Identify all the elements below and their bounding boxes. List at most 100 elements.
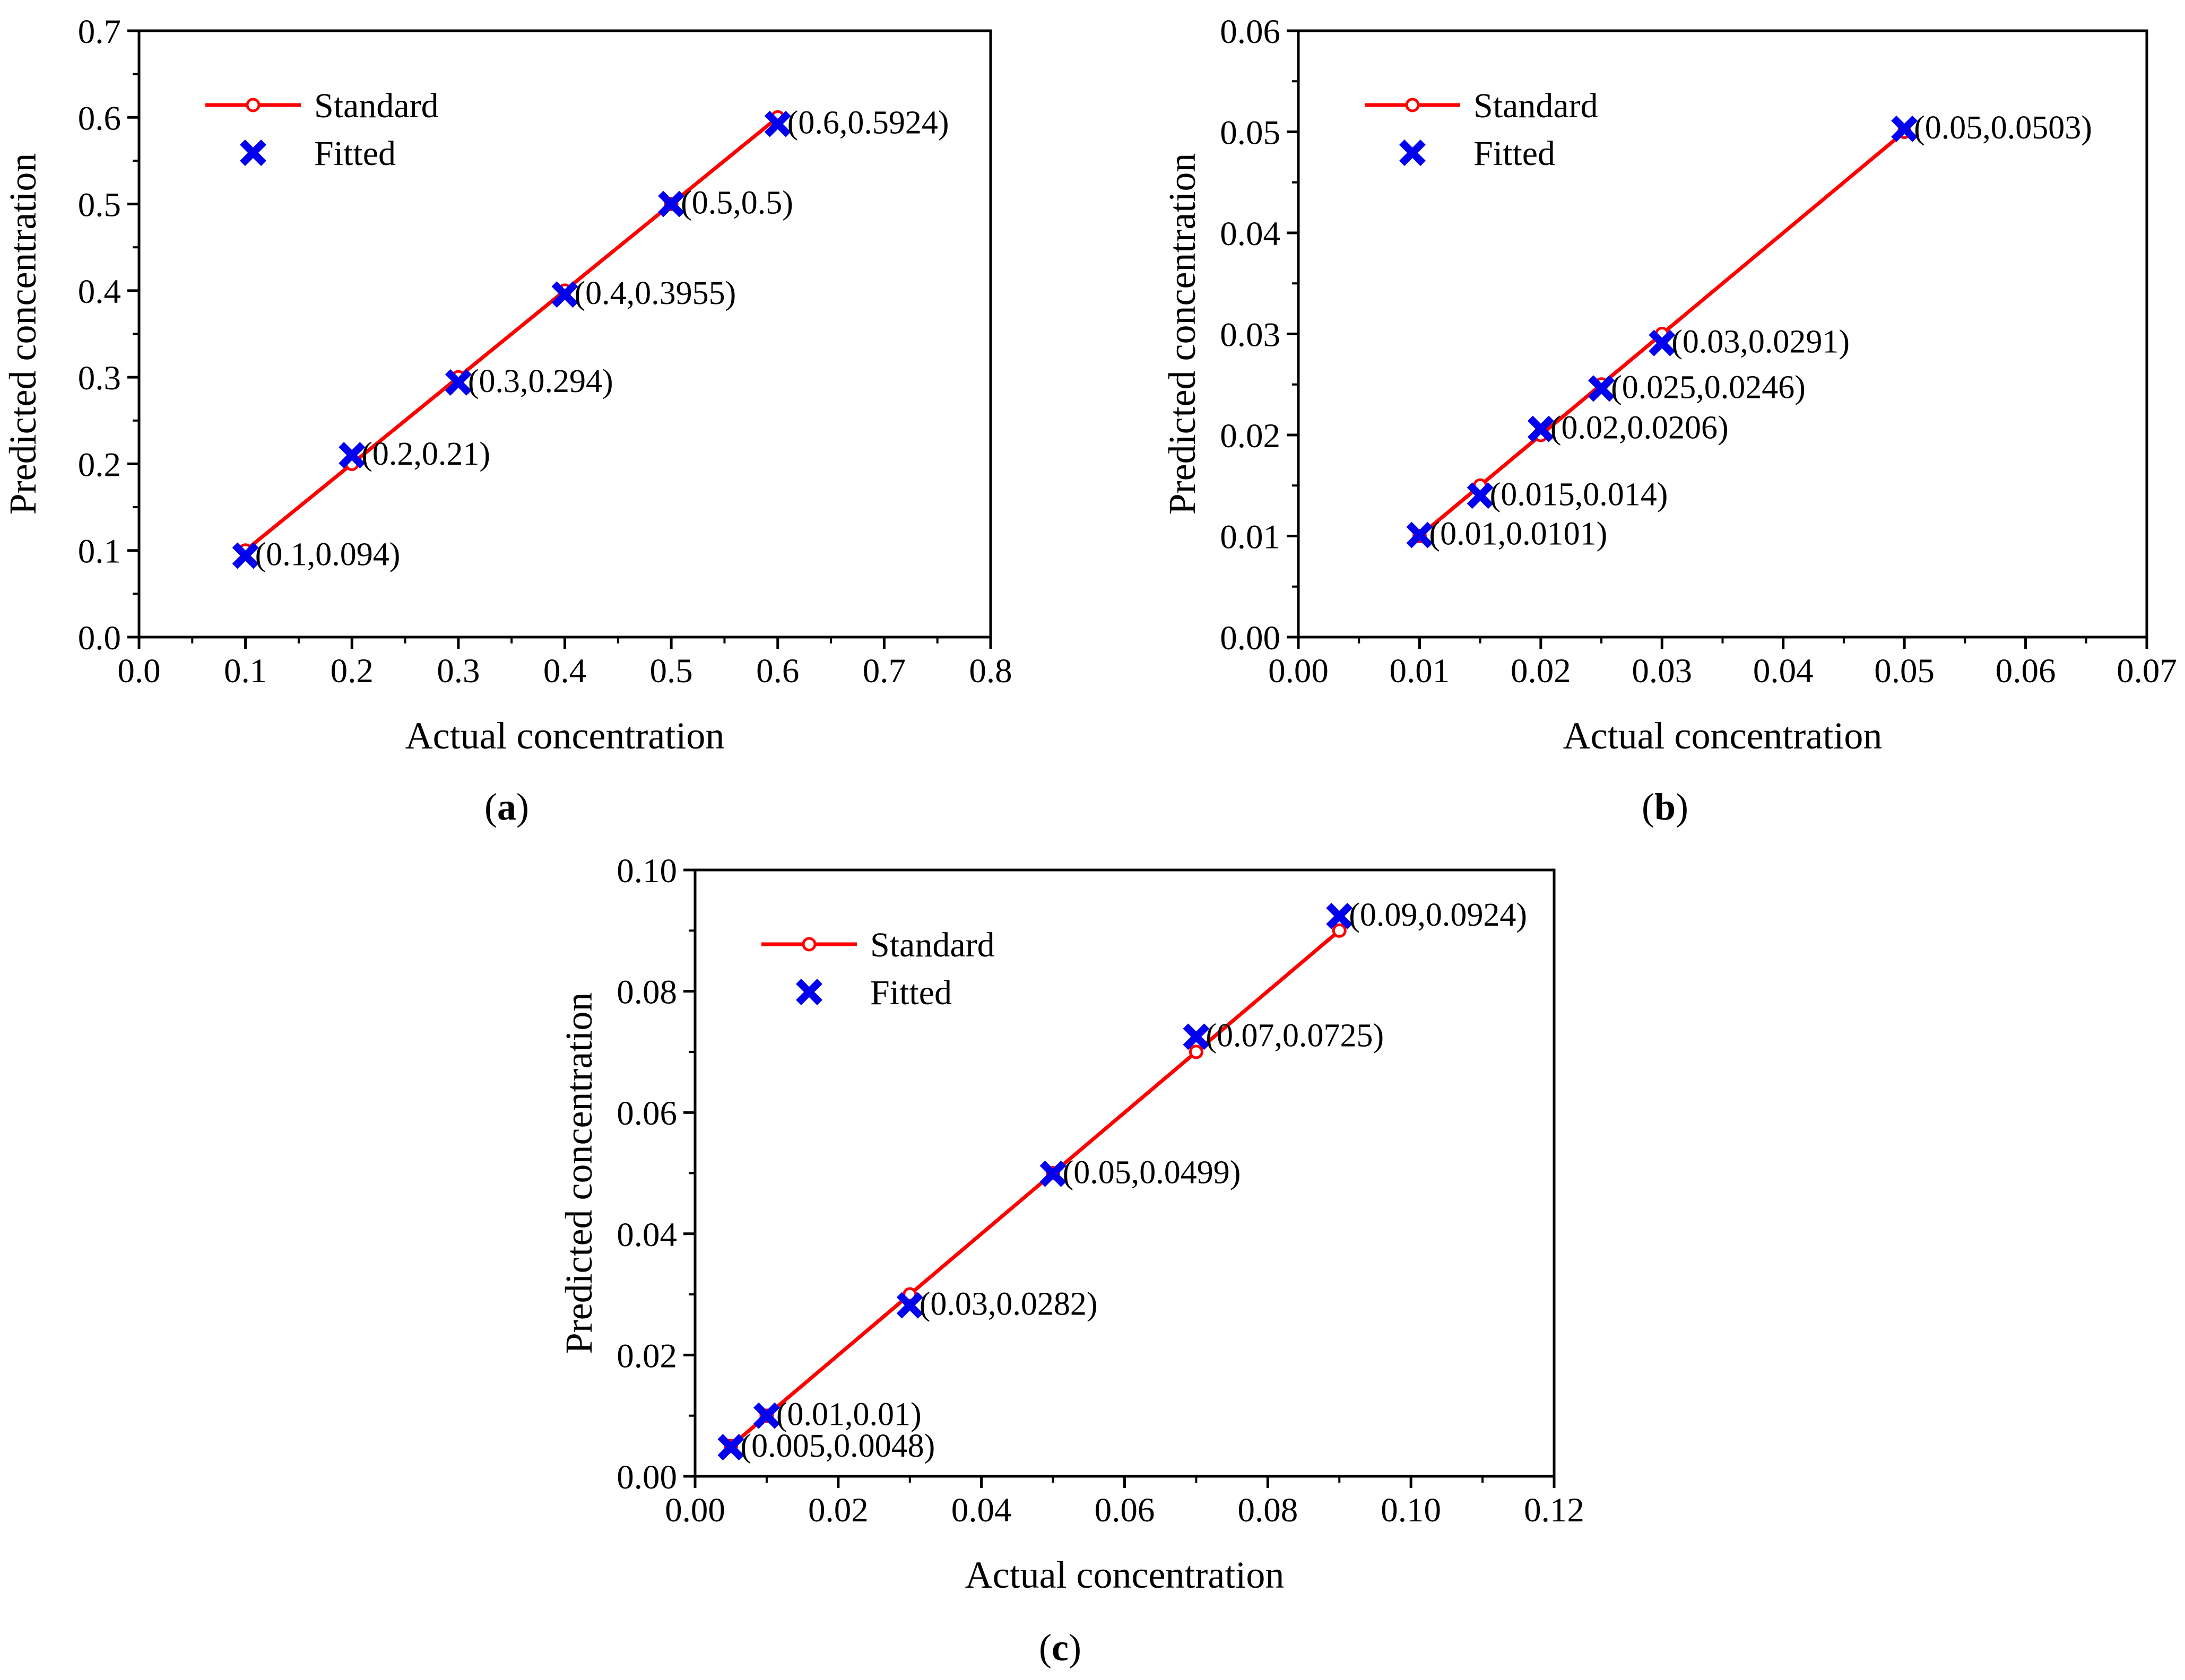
legend-standard-label: Standard	[314, 86, 439, 125]
y-tick-label: 0.1	[78, 533, 121, 571]
standard-point	[1189, 1044, 1203, 1059]
x-tick-label: 0.12	[1524, 1491, 1584, 1529]
legend: Standard Fitted	[761, 926, 995, 1012]
point-annotation: (0.4,0.3955)	[575, 275, 736, 311]
x-tick-label: 0.02	[808, 1491, 869, 1529]
point-annotation: (0.025,0.0246)	[1611, 369, 1806, 405]
chart-panel-a: 0.0 0.1 0.2 0.3 0.4 0.5 0.6 0.7 0.8 0.0 0.1 0.2 0.3 0…	[2, 13, 1012, 828]
fitted-point	[764, 110, 791, 137]
x-tick-label: 0.0	[117, 652, 160, 690]
legend-fitted-label: Fitted	[870, 973, 952, 1012]
legend-standard-marker	[1405, 98, 1420, 112]
fitted-point	[445, 369, 472, 396]
x-tick-label: 0.2	[331, 652, 374, 690]
y-axis-title: Predicted concentration	[2, 153, 44, 515]
x-tick-label: 0.07	[2117, 652, 2177, 690]
fitted-point	[1183, 1023, 1210, 1050]
point-annotation: (0.2,0.21)	[361, 436, 490, 472]
point-annotation: (0.01,0.0101)	[1429, 516, 1607, 552]
y-tick-label: 0.5	[78, 186, 121, 224]
fitted-point	[1588, 375, 1615, 402]
point-annotation: (0.1,0.094)	[255, 537, 401, 573]
y-tick-label: 0.2	[78, 446, 121, 484]
y-tick-label: 0.05	[1220, 114, 1280, 152]
y-tick-label: 0.4	[78, 273, 121, 311]
fitted-point	[658, 190, 685, 217]
y-tick-label: 0.06	[617, 1094, 677, 1133]
point-annotation: (0.6,0.5924)	[787, 105, 949, 141]
chart-panel-b: 0.00 0.01 0.02 0.03 0.04 0.05 0.06 0.07 0.00 0.01…	[1161, 13, 2177, 828]
y-tick-label: 0.03	[1220, 316, 1280, 354]
x-tick-label: 0.00	[1268, 652, 1329, 690]
x-axis-title: Actual concentration	[405, 715, 725, 757]
legend-standard-marker	[802, 937, 817, 952]
point-annotation: (0.3,0.294)	[468, 363, 613, 399]
x-tick-label: 0.8	[969, 652, 1012, 690]
point-annotation: (0.015,0.014)	[1490, 476, 1668, 512]
fitted-point	[1467, 482, 1494, 509]
x-tick-label: 0.1	[224, 652, 267, 690]
fitted-point	[1891, 115, 1918, 142]
y-tick-label: 0.04	[1220, 215, 1280, 253]
x-tick-label: 0.04	[1753, 652, 1814, 690]
legend-standard-label: Standard	[870, 926, 995, 964]
point-annotation: (0.09,0.0924)	[1349, 897, 1527, 933]
y-tick-label: 0.01	[1220, 518, 1280, 556]
x-tick-label: 0.06	[1095, 1491, 1155, 1529]
fitted-point	[1649, 329, 1676, 356]
y-tick-label: 0.04	[617, 1216, 677, 1254]
caption-close-paren: )	[516, 786, 529, 828]
x-tick-label: 0.3	[437, 652, 480, 690]
legend-fitted-label: Fitted	[1473, 134, 1555, 173]
x-tick-label: 0.05	[1874, 652, 1935, 690]
x-tick-label: 0.06	[1996, 652, 2056, 690]
y-tick-label: 0.0	[78, 619, 121, 657]
x-tick-label: 0.03	[1632, 652, 1692, 690]
caption-letter: c	[1052, 1626, 1069, 1669]
point-annotation: (0.02,0.0206)	[1550, 410, 1729, 446]
fitted-point	[896, 1292, 923, 1319]
y-tick-label: 0.00	[617, 1458, 677, 1496]
legend-fitted-marker	[1399, 140, 1426, 166]
y-tick-label: 0.3	[78, 359, 121, 397]
x-axis-title: Actual concentration	[1563, 715, 1883, 757]
caption-close-paren: )	[1069, 1626, 1081, 1669]
fitted-point	[753, 1402, 780, 1429]
fitted-point	[1039, 1160, 1067, 1187]
standard-series-line	[730, 929, 1341, 1448]
fitted-point	[717, 1434, 744, 1461]
x-tick-label: 0.7	[863, 652, 906, 690]
y-tick-label: 0.6	[78, 99, 121, 137]
point-annotation: (0.03,0.0282)	[920, 1286, 1098, 1322]
standard-point	[1332, 923, 1347, 938]
y-axis-title: Predicted concentration	[558, 993, 600, 1354]
fitted-point	[1527, 415, 1554, 442]
point-annotation: (0.005,0.0048)	[740, 1428, 935, 1464]
x-tick-label: 0.4	[543, 652, 586, 690]
x-tick-label: 0.6	[756, 652, 799, 690]
caption-close-paren: )	[1676, 786, 1688, 828]
caption-open-paren: (	[1039, 1626, 1052, 1669]
y-tick-label: 0.7	[78, 13, 121, 51]
legend: Standard Fitted	[1365, 86, 1598, 173]
y-tick-label: 0.08	[617, 973, 677, 1012]
y-axis-title: Predicted concentration	[1161, 153, 1203, 515]
legend-fitted-marker	[796, 979, 822, 1005]
x-tick-label: 0.10	[1381, 1491, 1441, 1529]
x-tick-label: 0.00	[665, 1491, 725, 1529]
fitted-point	[339, 442, 366, 469]
legend-fitted-marker	[240, 140, 266, 166]
fitted-point	[1406, 521, 1433, 549]
legend-standard-label: Standard	[1473, 86, 1598, 125]
point-annotation: (0.01,0.01)	[776, 1397, 922, 1433]
legend-standard-marker	[246, 98, 261, 112]
standard-series-line	[244, 116, 779, 552]
x-tick-label: 0.02	[1511, 652, 1571, 690]
y-tick-label: 0.00	[1220, 619, 1280, 657]
panel-caption: (a)	[484, 786, 529, 828]
x-tick-label: 0.01	[1390, 652, 1450, 690]
x-tick-label: 0.08	[1237, 1491, 1298, 1529]
point-annotation: (0.07,0.0725)	[1206, 1017, 1384, 1054]
